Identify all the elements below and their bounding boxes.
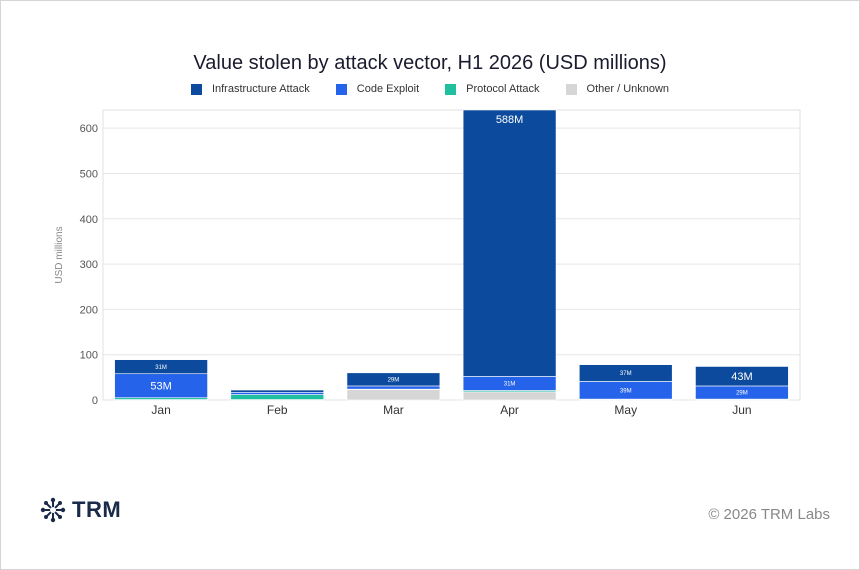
bar-segment [346, 389, 441, 401]
data-label: 29M [388, 377, 400, 383]
chart-title: Value stolen by attack vector, H1 2026 (… [193, 52, 667, 74]
plot-area [102, 109, 801, 401]
data-label: 31M [155, 365, 167, 371]
legend-label: Code Exploit [356, 83, 420, 95]
data-label: 43M [731, 371, 752, 383]
legend-item-infrastructure-attack[interactable]: Infrastructure Attack [190, 83, 310, 95]
legend-swatch [190, 83, 202, 95]
legend-label: Other / Unknown [586, 83, 670, 95]
legend-swatch [445, 83, 457, 95]
brand-logo: TRM [40, 497, 121, 523]
brand-name: TRM [72, 497, 122, 522]
data-label: 31M [504, 382, 516, 388]
y-tick-label: 100 [80, 350, 98, 362]
x-tick-label: Jun [732, 403, 751, 417]
x-tick-label: Mar [383, 403, 404, 417]
bar-segment [462, 109, 557, 377]
y-tick-label: 0 [92, 395, 98, 407]
bar-segment [114, 359, 208, 375]
data-label: 37M [620, 371, 632, 377]
legend-swatch [335, 83, 347, 95]
legend-label: Infrastructure Attack [211, 83, 310, 95]
bar-segment [346, 372, 441, 387]
bar-segment [230, 394, 325, 400]
data-label: 29M [736, 391, 748, 397]
data-label: 588M [496, 114, 524, 126]
data-label: 39M [620, 388, 632, 394]
y-axis-label: USD millions [54, 226, 65, 283]
chart-legend: Infrastructure Attack Code Exploit Proto… [0, 83, 860, 95]
bar-segment [462, 391, 557, 401]
legend-item-protocol-attack[interactable]: Protocol Attack [445, 83, 540, 95]
legend-swatch [565, 83, 577, 95]
x-tick-label: May [614, 403, 637, 417]
bar-segment [695, 366, 789, 387]
bar-segment [578, 364, 673, 382]
data-label: 53M [150, 381, 171, 393]
y-tick-label: 600 [80, 123, 98, 135]
y-tick-label: 400 [80, 214, 98, 226]
x-tick-label: Apr [500, 403, 519, 417]
x-tick-label: Jan [151, 403, 170, 417]
bar-segment [230, 391, 325, 395]
y-tick-label: 300 [80, 259, 98, 271]
bar-segment [114, 373, 208, 399]
legend-item-other-unknown[interactable]: Other / Unknown [565, 83, 670, 95]
copyright-text: © 2026 TRM Labs [708, 506, 830, 523]
x-tick-label: Feb [267, 403, 288, 417]
bar-segment [230, 389, 325, 393]
y-tick-label: 500 [80, 168, 98, 180]
y-tick-label: 200 [80, 304, 98, 316]
trm-snowflake-icon [40, 497, 66, 523]
legend-item-code-exploit[interactable]: Code Exploit [335, 83, 420, 95]
legend-label: Protocol Attack [466, 83, 540, 95]
bar-segment [346, 385, 441, 390]
